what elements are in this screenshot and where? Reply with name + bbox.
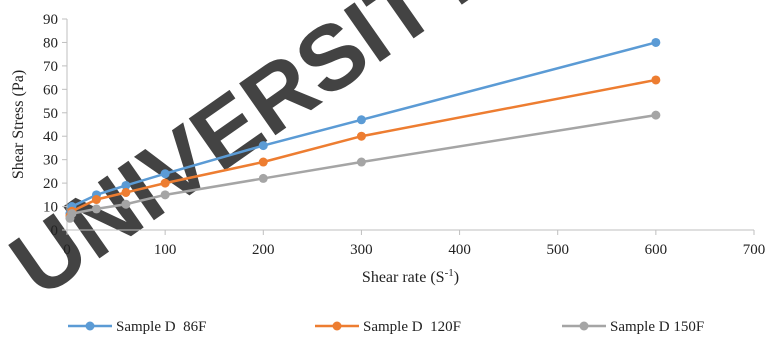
data-point: [651, 37, 661, 47]
y-tick-label: 0: [51, 223, 59, 239]
data-point: [121, 187, 131, 197]
y-tick-label: 60: [43, 82, 58, 98]
x-tick-label: 100: [154, 242, 177, 258]
x-tick-label: 500: [546, 242, 569, 258]
data-point: [160, 178, 170, 188]
data-point: [67, 209, 77, 219]
series-3: [65, 110, 661, 223]
x-tick-label: 300: [350, 242, 373, 258]
data-point: [91, 204, 101, 214]
axis-labels: Shear rate (S-1) Shear Stress (Pa): [10, 70, 459, 286]
x-tick-label: 400: [448, 242, 471, 258]
data-point: [258, 141, 268, 151]
watermark: UNIVERSITY OF: [0, 0, 628, 316]
data-point: [356, 115, 366, 125]
legend-item: Sample D 120F: [315, 319, 461, 335]
data-point: [356, 157, 366, 167]
data-point: [258, 173, 268, 183]
y-tick-label: 80: [43, 35, 58, 51]
x-tick-label: 0: [63, 242, 71, 258]
x-tick-label: 200: [252, 242, 275, 258]
data-point: [258, 157, 268, 167]
data-point: [121, 180, 131, 190]
legend-marker: [85, 321, 95, 331]
data-point: [160, 169, 170, 179]
series-line: [68, 78, 657, 217]
y-tick-label: 40: [43, 129, 58, 145]
y-tick-label: 10: [43, 200, 58, 216]
legend-label: Sample D 150F: [610, 319, 704, 335]
y-tick-label: 30: [43, 153, 58, 169]
data-point: [160, 190, 170, 200]
y-axis-label: Shear Stress (Pa): [10, 70, 27, 179]
data-point: [356, 131, 366, 141]
data-point: [121, 199, 131, 209]
y-tick-label: 70: [43, 59, 58, 75]
legend-marker: [579, 321, 589, 331]
legend-item: Sample D 150F: [562, 319, 704, 335]
legend: Sample D 86F Sample D 120F Sample D 150F: [68, 319, 704, 335]
y-tick-label: 50: [43, 106, 58, 122]
legend-label: Sample D 120F: [363, 319, 461, 335]
legend-marker: [332, 321, 342, 331]
x-axis-label: Shear rate (S-1): [362, 267, 459, 286]
series-line: [68, 41, 657, 214]
x-tick-label: 600: [645, 242, 668, 258]
axes: 0 10 20 30 40 50 60 70 80 90 0 100 200 300 400 500 600 70…: [43, 12, 765, 258]
data-point: [91, 195, 101, 205]
y-tick-label: 90: [43, 12, 58, 28]
x-tick-label: 700: [743, 242, 766, 258]
legend-label: Sample D 86F: [116, 319, 206, 335]
y-tick-label: 20: [43, 176, 58, 192]
data-point: [651, 110, 661, 120]
data-point: [651, 75, 661, 85]
series-group: [65, 37, 661, 223]
legend-item: Sample D 86F: [68, 319, 206, 335]
watermark-text: UNIVERSITY OF: [0, 0, 628, 316]
